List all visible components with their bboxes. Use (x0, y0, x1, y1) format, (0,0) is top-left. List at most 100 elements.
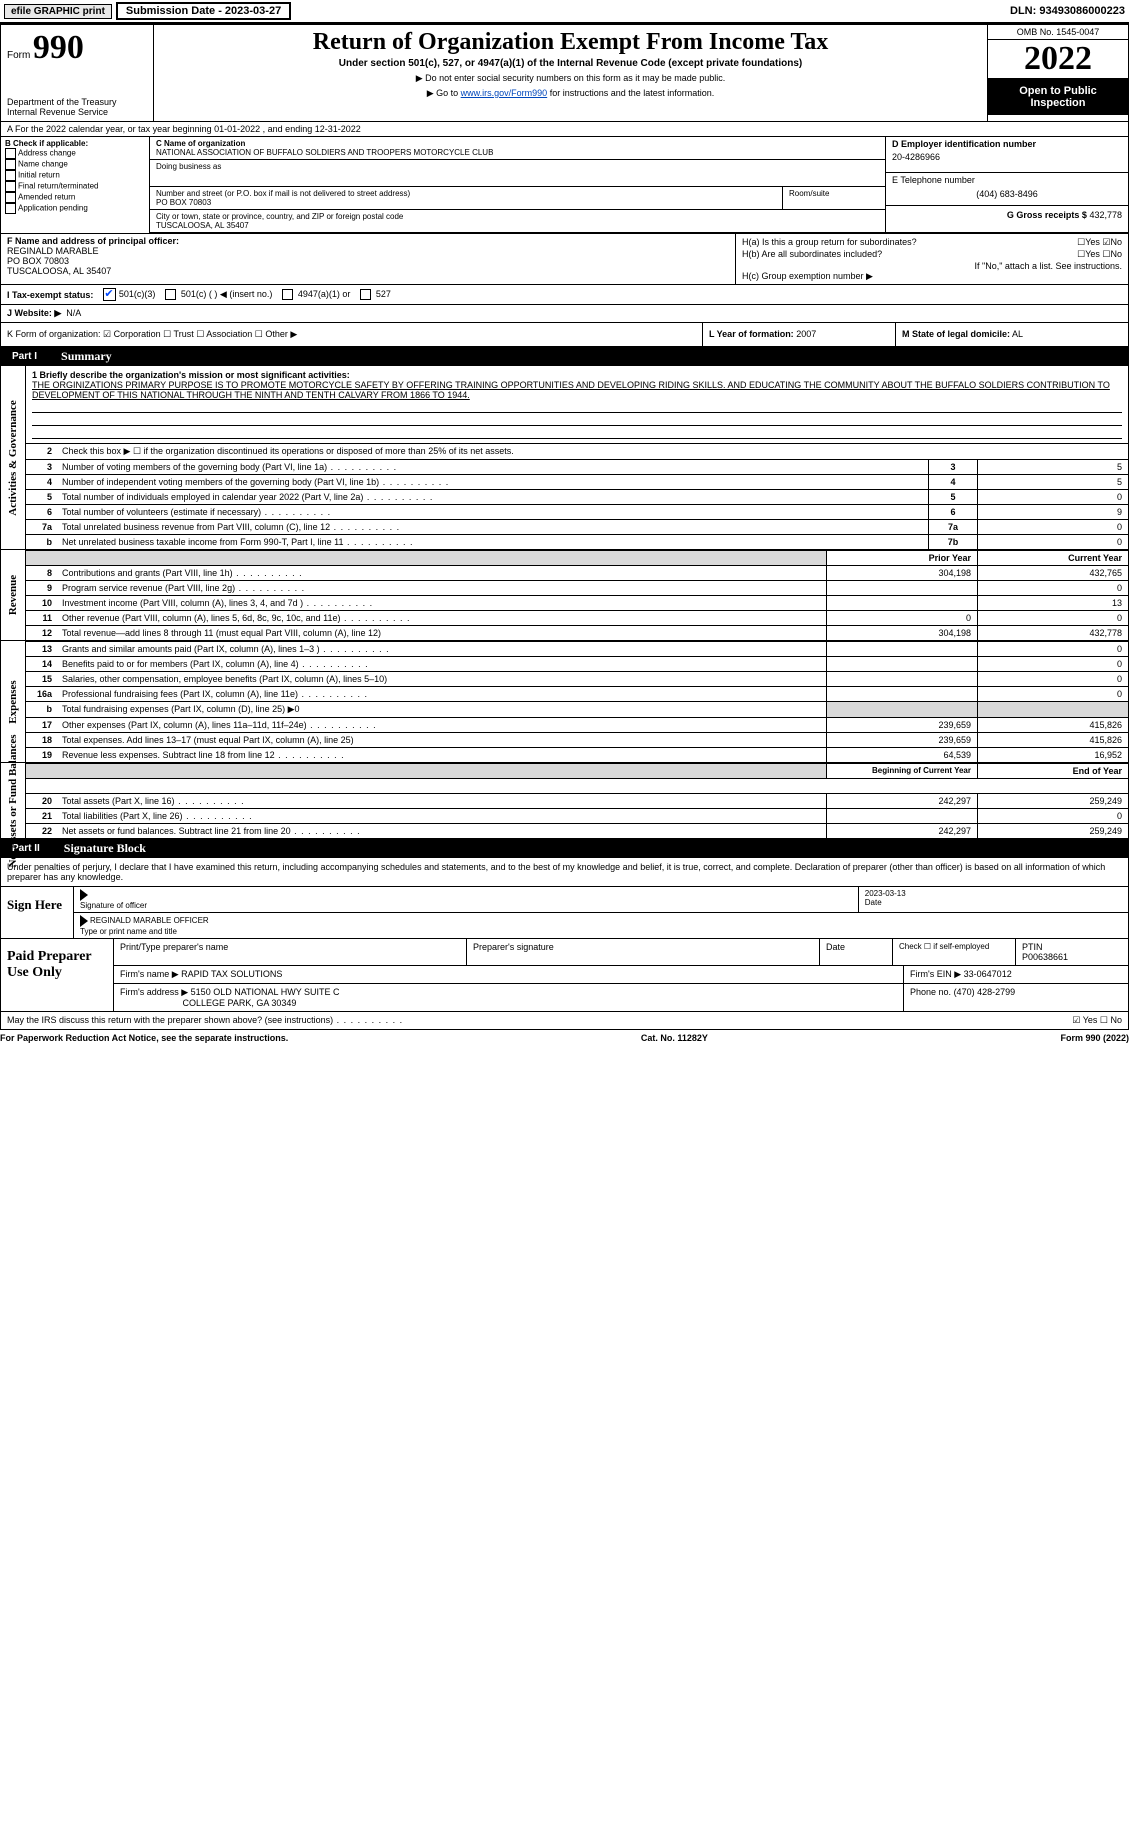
chk-527[interactable]: 527 (360, 289, 391, 300)
table-row: 8Contributions and grants (Part VIII, li… (26, 566, 1128, 581)
row-k-org-form: K Form of organization: ☑ Corporation ☐ … (1, 323, 703, 346)
perjury-statement: Under penalties of perjury, I declare th… (0, 858, 1129, 887)
rev-section: Revenue Prior YearCurrent Year 8Contribu… (0, 550, 1129, 641)
chk-501c[interactable]: 501(c) ( ) ◀ (insert no.) (165, 289, 272, 300)
irs-link[interactable]: www.irs.gov/Form990 (461, 88, 548, 98)
firm-name-label: Firm's name ▶ (120, 969, 179, 979)
block-b-to-g: B Check if applicable: Address change Na… (0, 137, 1129, 234)
gov-vlabel: Activities & Governance (1, 366, 26, 549)
form-id-block: Form 990 Department of the Treasury Inte… (1, 25, 154, 121)
goto-note: ▶ Go to www.irs.gov/Form990 for instruct… (162, 88, 979, 99)
section-c: C Name of organization NATIONAL ASSOCIAT… (150, 137, 886, 233)
table-row: 5Total number of individuals employed in… (26, 490, 1128, 505)
row-j-website: J Website: ▶ N/A (0, 305, 1129, 323)
officer-addr1: PO BOX 70803 (7, 256, 729, 266)
form-number: 990 (33, 29, 84, 66)
cat-no: Cat. No. 11282Y (641, 1033, 708, 1043)
form-990-page: efile GRAPHIC print Submission Date - 20… (0, 0, 1129, 1046)
paid-preparer-block: Paid Preparer Use Only Print/Type prepar… (0, 939, 1129, 1012)
form-prefix: Form (7, 50, 30, 61)
rev-table: Prior YearCurrent Year 8Contributions an… (26, 550, 1128, 640)
rev-vlabel: Revenue (1, 550, 26, 640)
row-klm: K Form of organization: ☑ Corporation ☐ … (0, 323, 1129, 347)
submission-date-button[interactable]: Submission Date - 2023-03-27 (116, 2, 291, 20)
firm-addr2: COLLEGE PARK, GA 30349 (183, 998, 297, 1008)
table-row: 11Other revenue (Part VIII, column (A), … (26, 611, 1128, 626)
chk-final-return[interactable]: Final return/terminated (5, 181, 145, 192)
section-h: H(a) Is this a group return for subordin… (736, 234, 1128, 284)
sign-here-label: Sign Here (1, 887, 74, 938)
mission-block: 1 Briefly describe the organization's mi… (26, 366, 1128, 443)
table-row: 7aTotal unrelated business revenue from … (26, 520, 1128, 535)
hb-answer: ☐Yes ☐No (1077, 249, 1122, 260)
hb-note: If "No," attach a list. See instructions… (742, 261, 1122, 271)
part1-title: Summary (61, 349, 112, 364)
street-label: Number and street (or P.O. box if mail i… (156, 189, 776, 198)
year-block: OMB No. 1545-0047 2022 Open to Public In… (987, 25, 1128, 121)
prep-name-hdr: Print/Type preparer's name (114, 939, 467, 965)
table-row: 12Total revenue—add lines 8 through 11 (… (26, 626, 1128, 641)
row-i-tax-status: I Tax-exempt status: 501(c)(3) 501(c) ( … (0, 285, 1129, 305)
table-row: 21Total liabilities (Part X, line 26)0 (26, 809, 1128, 824)
part1-label: Part I (6, 351, 43, 362)
efile-topbar: efile GRAPHIC print Submission Date - 20… (0, 0, 1129, 24)
sign-here-block: Sign Here Signature of officer 2023-03-1… (0, 887, 1129, 939)
table-row: 9Program service revenue (Part VIII, lin… (26, 581, 1128, 596)
irs-label: Internal Revenue Service (7, 107, 147, 117)
table-row: 2Check this box ▶ ☐ if the organization … (26, 444, 1128, 460)
page-footer: For Paperwork Reduction Act Notice, see … (0, 1030, 1129, 1046)
table-row: 14Benefits paid to or for members (Part … (26, 657, 1128, 672)
phone-label: E Telephone number (892, 175, 1122, 185)
firm-phone: (470) 428-2799 (954, 987, 1016, 997)
chk-501c3[interactable]: 501(c)(3) (103, 288, 155, 301)
section-b-label: B Check if applicable: (5, 139, 145, 148)
dln-label: DLN: 93493086000223 (1010, 5, 1125, 17)
chk-name-change[interactable]: Name change (5, 159, 145, 170)
chk-initial-return[interactable]: Initial return (5, 170, 145, 181)
table-row: 13Grants and similar amounts paid (Part … (26, 642, 1128, 657)
part2-bar: Part II Signature Block (0, 839, 1129, 858)
phone-value: (404) 683-8496 (892, 189, 1122, 199)
discuss-answer: ☑ Yes ☐ No (1072, 1015, 1122, 1026)
section-b: B Check if applicable: Address change Na… (1, 137, 150, 233)
sig-name-label: Type or print name and title (80, 927, 177, 936)
block-f-h: F Name and address of principal officer:… (0, 234, 1129, 285)
firm-phone-label: Phone no. (910, 987, 951, 997)
street-value: PO BOX 70803 (156, 198, 776, 207)
table-row: 17Other expenses (Part IX, column (A), l… (26, 718, 1128, 733)
chk-address-change[interactable]: Address change (5, 148, 145, 159)
city-label: City or town, state or province, country… (156, 212, 879, 221)
ein-label: D Employer identification number (892, 139, 1122, 149)
table-row: bNet unrelated business taxable income f… (26, 535, 1128, 550)
chk-application-pending[interactable]: Application pending (5, 203, 145, 214)
dba-label: Doing business as (156, 162, 879, 171)
discuss-question: May the IRS discuss this return with the… (7, 1015, 333, 1025)
open-inspection: Open to Public Inspection (988, 79, 1128, 115)
sig-date-label: Date (865, 898, 882, 907)
city-value: TUSCALOOSA, AL 35407 (156, 221, 879, 230)
org-name: NATIONAL ASSOCIATION OF BUFFALO SOLDIERS… (156, 148, 879, 157)
na-vlabel: Net Assets or Fund Balances (1, 763, 26, 838)
section-f: F Name and address of principal officer:… (1, 234, 736, 284)
table-row: 18Total expenses. Add lines 13–17 (must … (26, 733, 1128, 748)
table-row: bTotal fundraising expenses (Part IX, co… (26, 702, 1128, 718)
exp-table: 13Grants and similar amounts paid (Part … (26, 641, 1128, 762)
table-row: 20Total assets (Part X, line 16)242,2972… (26, 794, 1128, 809)
officer-label: F Name and address of principal officer: (7, 236, 729, 246)
prep-sig-hdr: Preparer's signature (467, 939, 820, 965)
table-row: 22Net assets or fund balances. Subtract … (26, 824, 1128, 839)
discuss-row: May the IRS discuss this return with the… (0, 1012, 1129, 1030)
section-d-e-g: D Employer identification number 20-4286… (886, 137, 1128, 233)
form-subtitle: Under section 501(c), 527, or 4947(a)(1)… (162, 58, 979, 69)
name-label: C Name of organization (156, 139, 879, 148)
efile-print-button[interactable]: efile GRAPHIC print (4, 4, 112, 19)
na-table: Beginning of Current YearEnd of Year 20T… (26, 763, 1128, 838)
row-i-label: I Tax-exempt status: (7, 290, 93, 300)
paid-preparer-label: Paid Preparer Use Only (1, 939, 114, 1011)
prep-selfemp: Check ☐ if self-employed (893, 939, 1016, 965)
table-row: 6Total number of volunteers (estimate if… (26, 505, 1128, 520)
chk-amended-return[interactable]: Amended return (5, 192, 145, 203)
firm-name: RAPID TAX SOLUTIONS (181, 969, 282, 979)
chk-4947a1[interactable]: 4947(a)(1) or (282, 289, 350, 300)
exp-section: Expenses 13Grants and similar amounts pa… (0, 641, 1129, 763)
